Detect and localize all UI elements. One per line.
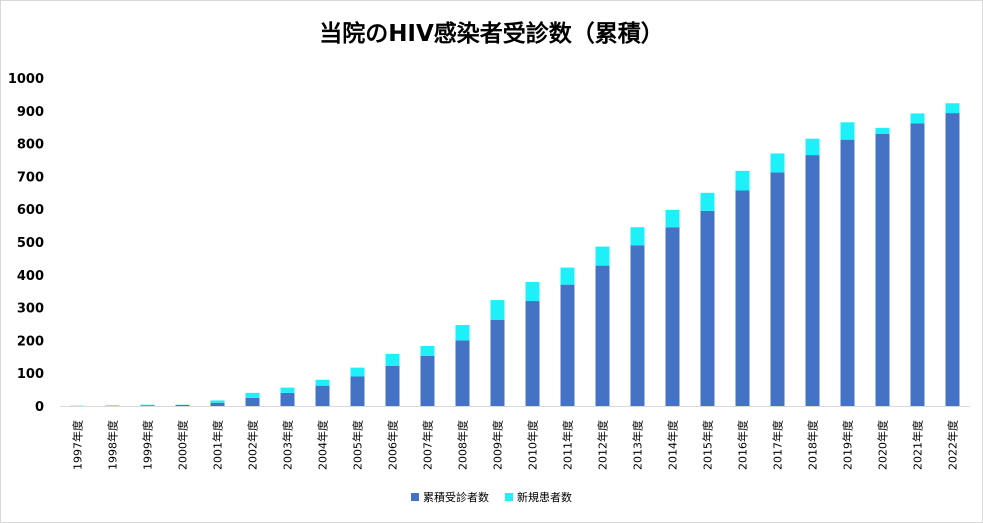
x-tick-label: 2004年度 xyxy=(316,420,330,470)
bar-new xyxy=(770,153,785,173)
y-tick-label: 100 xyxy=(17,367,44,382)
y-tick-label: 400 xyxy=(17,269,44,284)
bar-new xyxy=(385,353,400,366)
x-tick-label: 2014年度 xyxy=(666,420,680,470)
bar-cumulative xyxy=(735,190,750,406)
y-axis: 0 100 200 300 400 500 600 700 800 900 1000 xyxy=(8,72,44,415)
bar-cumulative xyxy=(175,405,190,406)
legend-label: 累積受診者数 xyxy=(423,491,489,504)
bar-cumulative xyxy=(910,123,925,406)
x-tick-label: 2018年度 xyxy=(806,420,820,470)
legend-swatch xyxy=(411,493,419,501)
x-tick-label: 1998年度 xyxy=(106,420,120,470)
bar-cumulative xyxy=(140,405,155,406)
y-tick-label: 500 xyxy=(17,236,44,251)
x-tick-label: 2019年度 xyxy=(841,420,855,470)
legend-label: 新規患者数 xyxy=(517,491,572,504)
y-tick-label: 600 xyxy=(17,203,44,218)
x-tick-label: 2000年度 xyxy=(176,420,190,470)
y-tick-label: 900 xyxy=(17,105,44,120)
bar-new xyxy=(840,122,855,140)
x-tick-label: 2013年度 xyxy=(631,420,645,470)
bar-cumulative xyxy=(210,402,225,406)
x-tick-label: 2020年度 xyxy=(876,420,890,470)
bar-cumulative xyxy=(560,284,575,406)
bar-new xyxy=(525,282,540,302)
legend-swatch xyxy=(505,493,513,501)
bar-cumulative xyxy=(385,365,400,406)
bar-new xyxy=(455,324,470,341)
x-tick-label: 2006年度 xyxy=(386,420,400,470)
bar-cumulative xyxy=(420,355,435,406)
chart-title: 当院のHIV感染者受診数（累積） xyxy=(319,21,664,47)
x-tick-label: 2001年度 xyxy=(211,420,225,470)
bar-cumulative xyxy=(630,245,645,406)
bar-cumulative xyxy=(840,139,855,406)
y-tick-label: 1000 xyxy=(8,72,44,87)
x-tick-label: 2007年度 xyxy=(421,420,435,470)
x-tick-label: 2003年度 xyxy=(281,420,295,470)
bar-cumulative xyxy=(315,385,330,406)
bar-new xyxy=(280,387,295,393)
x-tick-label: 2009年度 xyxy=(491,420,505,470)
bar-new xyxy=(595,246,610,266)
bar-cumulative xyxy=(490,319,505,406)
bar-cumulative xyxy=(525,301,540,406)
bars xyxy=(70,103,960,406)
x-tick-label: 1997年度 xyxy=(71,420,85,470)
bar-cumulative xyxy=(875,133,890,406)
bar-new xyxy=(560,267,575,285)
y-tick-label: 700 xyxy=(17,170,44,185)
bar-cumulative xyxy=(945,113,960,406)
bar-cumulative xyxy=(350,376,365,406)
bar-cumulative xyxy=(455,340,470,406)
bar-new xyxy=(140,404,155,406)
bar-new xyxy=(875,127,890,134)
bar-new xyxy=(700,192,715,211)
legend-item-new: 新規患者数 xyxy=(505,489,572,505)
y-tick-label: 800 xyxy=(17,138,44,153)
bar-new xyxy=(805,138,820,156)
x-tick-label: 2015年度 xyxy=(701,420,715,470)
bar-new xyxy=(945,103,960,114)
x-tick-label: 2011年度 xyxy=(561,420,575,470)
bar-cumulative xyxy=(665,227,680,406)
y-tick-label: 200 xyxy=(17,334,44,349)
x-tick-label: 2021年度 xyxy=(911,420,925,470)
x-tick-label: 2005年度 xyxy=(351,420,365,470)
bar-cumulative xyxy=(700,210,715,406)
bar-cumulative xyxy=(245,397,260,406)
y-tick-label: 300 xyxy=(17,302,44,317)
bar-new xyxy=(315,379,330,386)
bar-new xyxy=(735,170,750,191)
bar-new xyxy=(245,392,260,398)
bar-new xyxy=(420,345,435,356)
x-tick-label: 2012年度 xyxy=(596,420,610,470)
bar-new xyxy=(350,367,365,377)
bar-new xyxy=(630,227,645,246)
bar-cumulative xyxy=(805,155,820,406)
x-axis: 1997年度 1998年度 1999年度 2000年度 2001年度 2002年度 2003… xyxy=(71,420,960,470)
x-tick-label: 1999年度 xyxy=(141,420,155,470)
bar-new xyxy=(665,209,680,228)
legend-item-cumulative: 累積受診者数 xyxy=(411,489,489,505)
x-tick-label: 2008年度 xyxy=(456,420,470,470)
bar-cumulative xyxy=(280,392,295,406)
bar-new xyxy=(910,113,925,124)
x-tick-label: 2022年度 xyxy=(946,420,960,470)
bar-cumulative xyxy=(595,265,610,406)
y-tick-label: 0 xyxy=(35,400,44,415)
x-tick-label: 2010年度 xyxy=(526,420,540,470)
legend: 累積受診者数 新規患者数 xyxy=(0,489,983,505)
bar-new xyxy=(210,400,225,403)
bar-cumulative xyxy=(770,172,785,406)
x-tick-label: 2002年度 xyxy=(246,420,260,470)
bar-new xyxy=(490,300,505,320)
x-tick-label: 2017年度 xyxy=(771,420,785,470)
x-tick-label: 2016年度 xyxy=(736,420,750,470)
